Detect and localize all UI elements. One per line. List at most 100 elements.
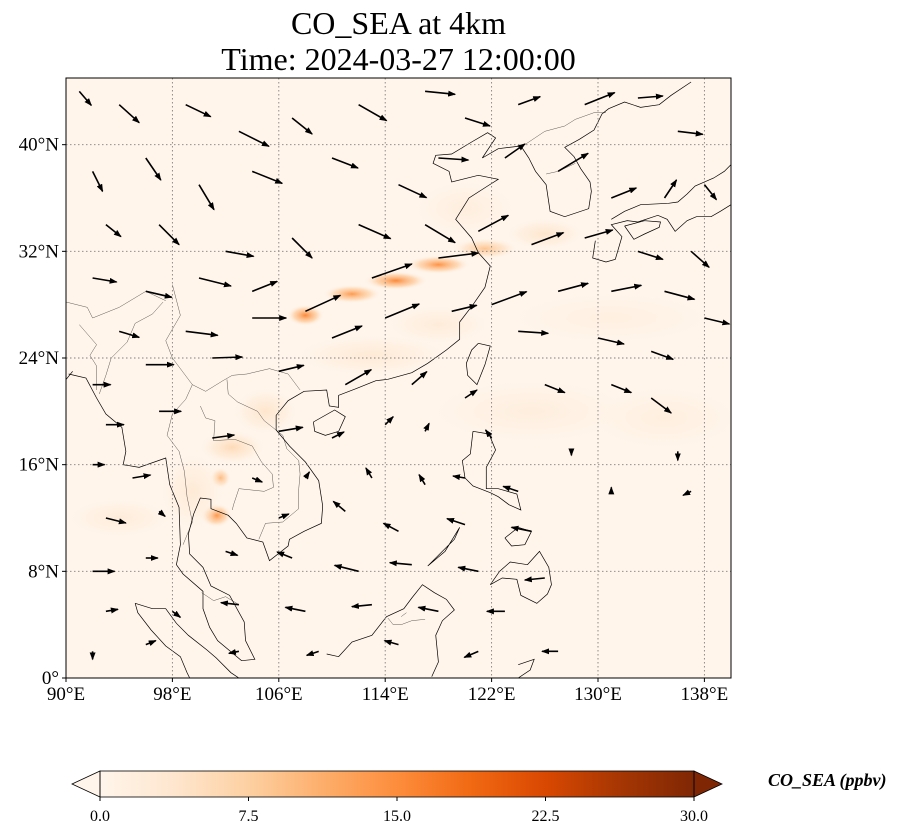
wind-arrow — [118, 330, 141, 339]
colorbar-label: CO_SEA (ppbv) — [768, 770, 887, 790]
co-plume — [411, 179, 519, 239]
country-border — [92, 291, 166, 319]
country-border — [66, 301, 93, 319]
wind-arrow — [611, 383, 633, 394]
wind-arrow — [491, 290, 528, 306]
wind-arrow — [225, 550, 239, 557]
co-plume — [292, 334, 452, 377]
wind-arrow — [557, 152, 589, 173]
wind-arrow — [157, 509, 166, 517]
map-frame — [65, 77, 732, 679]
wind-arrow — [451, 304, 478, 313]
wind-arrow — [212, 354, 244, 361]
wind-arrow — [611, 187, 638, 199]
wind-arrow — [219, 600, 239, 607]
coastline — [520, 81, 692, 218]
colorbar-tick-label: 22.5 — [532, 808, 560, 825]
lat-tick-label: 0° — [42, 668, 59, 689]
co-plume — [232, 387, 299, 436]
wind-arrow — [198, 277, 232, 288]
wind-arrow — [502, 485, 519, 493]
wind-arrow — [291, 237, 313, 259]
wind-arrow — [584, 91, 616, 106]
wind-arrow — [388, 560, 412, 567]
wind-arrow — [171, 610, 182, 618]
wind-arrow — [251, 476, 264, 483]
country-borders — [66, 112, 606, 625]
wind-arrow — [637, 93, 664, 100]
wind-arrow — [227, 649, 240, 655]
wind-arrow — [105, 517, 127, 525]
co-plume — [504, 218, 585, 250]
wind-arrow — [417, 605, 439, 613]
lon-tick-label: 98°E — [153, 684, 191, 705]
wind-arrow — [145, 157, 162, 181]
wind-arrow — [251, 170, 284, 185]
country-border — [165, 284, 301, 392]
wind-arrow — [517, 95, 542, 106]
wind-arrow — [384, 415, 394, 426]
wind-arrow — [365, 467, 373, 479]
plot-title-line1: CO_SEA at 4km — [290, 5, 507, 41]
co-plume — [322, 284, 382, 304]
country-border — [99, 301, 164, 395]
plot-title-line2: Time: 2024-03-27 12:00:00 — [221, 41, 576, 77]
wind-arrow — [251, 280, 279, 293]
wind-arrow — [333, 564, 359, 573]
lon-tick-label: 138°E — [681, 684, 729, 705]
wind-arrow — [278, 513, 290, 520]
wind-arrow — [457, 565, 479, 573]
wind-arrow — [411, 371, 428, 386]
wind-arrow — [384, 303, 421, 319]
wind-arrow — [132, 473, 152, 480]
wind-arrow — [371, 263, 413, 279]
wind-arrow — [350, 602, 372, 609]
co-plume — [406, 255, 471, 274]
wind-arrow — [238, 130, 270, 148]
wind-vectors — [78, 90, 731, 661]
wind-arrow — [305, 650, 319, 657]
wind-arrow — [91, 170, 104, 193]
coastline — [68, 132, 521, 662]
wind-arrow — [637, 250, 664, 261]
wind-arrow — [650, 350, 675, 361]
wind-arrow — [664, 290, 696, 301]
wind-arrow — [518, 329, 550, 336]
wind-arrow — [185, 330, 219, 338]
wind-arrow — [358, 223, 392, 240]
coastline — [518, 658, 535, 678]
wind-arrow — [423, 422, 430, 432]
wind-arrow — [597, 337, 625, 346]
wind-arrow — [344, 368, 373, 386]
wind-arrow — [118, 104, 140, 124]
coastline — [465, 342, 491, 386]
wind-arrow — [358, 103, 388, 122]
coastline — [326, 584, 455, 677]
wind-arrow — [464, 389, 478, 399]
wind-arrow — [464, 117, 491, 127]
coastline — [461, 430, 522, 511]
wind-arrow — [584, 229, 614, 239]
wind-arrow — [331, 431, 345, 439]
wind-arrow — [276, 551, 293, 559]
country-border — [387, 617, 426, 625]
co-plume — [425, 378, 638, 445]
wind-arrow — [331, 157, 359, 169]
coastline — [313, 409, 346, 436]
wind-arrow — [650, 397, 673, 414]
map-background — [66, 78, 731, 678]
country-border — [401, 612, 407, 617]
country-border — [201, 592, 240, 605]
co-plume — [363, 271, 428, 290]
wind-arrow — [677, 130, 704, 137]
co-plume — [584, 384, 731, 452]
wind-arrow — [424, 223, 456, 244]
wind-arrow — [278, 425, 304, 433]
wind-arrow — [446, 517, 466, 526]
wind-arrow — [663, 179, 678, 199]
coastline — [489, 550, 552, 604]
wind-arrow — [531, 231, 565, 246]
wind-arrow — [477, 214, 510, 233]
wind-arrow — [382, 522, 399, 533]
wind-arrow — [225, 250, 255, 259]
